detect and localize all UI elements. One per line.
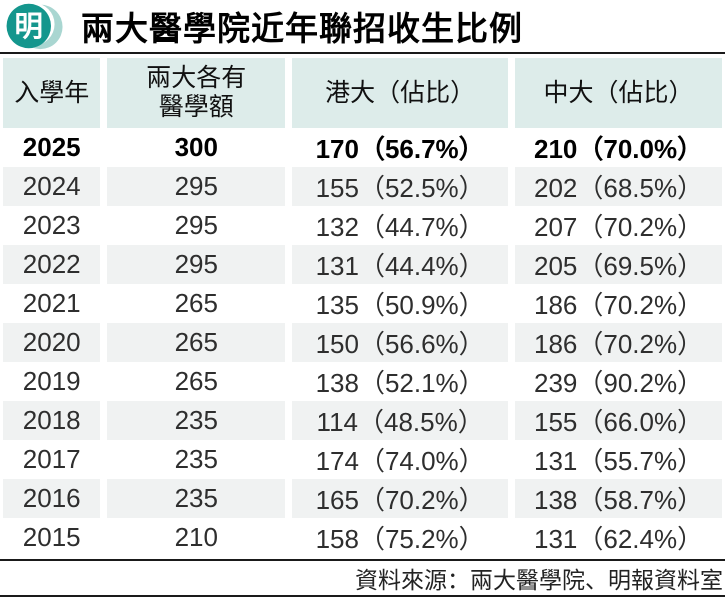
hku-cell: 174（74.0%） xyxy=(292,440,509,479)
quota-cell: 235 xyxy=(107,440,286,479)
table-row: 2021 265 135（50.9%） 186（70.2%） xyxy=(3,284,722,323)
logo-character: 明 xyxy=(15,11,43,43)
table-row: 2024 295 155（52.5%） 202（68.5%） xyxy=(3,167,722,206)
cuhk-cell: 205（69.5%） xyxy=(515,245,722,284)
table-row: 2023 295 132（44.7%） 207（70.2%） xyxy=(3,206,722,245)
table-row: 2025 300 170（56.7%） 210（70.0%） xyxy=(3,128,722,167)
page-title: 兩大醫學院近年聯招收生比例 xyxy=(81,10,523,47)
year-cell: 2016 xyxy=(3,479,101,518)
cuhk-cell: 186（70.2%） xyxy=(515,323,722,362)
cuhk-cell: 186（70.2%） xyxy=(515,284,722,323)
year-cell: 2019 xyxy=(3,362,101,401)
column-header-hku: 港大（佔比） xyxy=(292,58,509,128)
year-cell: 2018 xyxy=(3,401,101,440)
year-cell: 2022 xyxy=(3,245,101,284)
table-row: 2019 265 138（52.1%） 239（90.2%） xyxy=(3,362,722,401)
title-bar: 明 兩大醫學院近年聯招收生比例 xyxy=(0,0,725,54)
column-header-cuhk: 中大（佔比） xyxy=(515,58,722,128)
cuhk-cell: 202（68.5%） xyxy=(515,167,722,206)
year-cell: 2015 xyxy=(3,518,101,557)
hku-cell: 155（52.5%） xyxy=(292,167,509,206)
column-header-year: 入學年 xyxy=(3,58,101,128)
table-header-row: 入學年 兩大各有醫學額 港大（佔比） 中大（佔比） xyxy=(3,58,722,128)
hku-cell: 138（52.1%） xyxy=(292,362,509,401)
hku-cell: 114（48.5%） xyxy=(292,401,509,440)
cuhk-cell: 131（62.4%） xyxy=(515,518,722,557)
quota-cell: 235 xyxy=(107,479,286,518)
table-row: 2018 235 114（48.5%） 155（66.0%） xyxy=(3,401,722,440)
hku-cell: 132（44.7%） xyxy=(292,206,509,245)
cuhk-cell: 131（55.7%） xyxy=(515,440,722,479)
cuhk-cell: 210（70.0%） xyxy=(515,128,722,167)
year-cell: 2017 xyxy=(3,440,101,479)
hku-cell: 150（56.6%） xyxy=(292,323,509,362)
year-cell: 2025 xyxy=(3,128,101,167)
source-note: 資料來源：兩大醫學院、明報資料室 xyxy=(355,567,723,593)
year-cell: 2024 xyxy=(3,167,101,206)
year-cell: 2021 xyxy=(3,284,101,323)
cuhk-cell: 207（70.2%） xyxy=(515,206,722,245)
hku-cell: 170（56.7%） xyxy=(292,128,509,167)
admissions-table: 入學年 兩大各有醫學額 港大（佔比） 中大（佔比） 2025 300 170（56.… xyxy=(0,54,725,557)
quota-cell: 295 xyxy=(107,245,286,284)
table-row: 2017 235 174（74.0%） 131（55.7%） xyxy=(3,440,722,479)
cuhk-cell: 239（90.2%） xyxy=(515,362,722,401)
hku-cell: 165（70.2%） xyxy=(292,479,509,518)
table-row: 2016 235 165（70.2%） 138（58.7%） xyxy=(3,479,722,518)
mingpao-logo-icon: 明 xyxy=(6,2,63,50)
quota-cell: 295 xyxy=(107,206,286,245)
source-bar: 資料來源：兩大醫學院、明報資料室 xyxy=(0,559,725,597)
table-body: 2025 300 170（56.7%） 210（70.0%） 2024 295 155（52… xyxy=(3,128,722,557)
quota-cell: 265 xyxy=(107,362,286,401)
quota-cell: 300 xyxy=(107,128,286,167)
hku-cell: 135（50.9%） xyxy=(292,284,509,323)
column-header-quota: 兩大各有醫學額 xyxy=(107,58,286,128)
hku-cell: 131（44.4%） xyxy=(292,245,509,284)
table-row: 2022 295 131（44.4%） 205（69.5%） xyxy=(3,245,722,284)
cuhk-cell: 155（66.0%） xyxy=(515,401,722,440)
hku-cell: 158（75.2%） xyxy=(292,518,509,557)
year-cell: 2023 xyxy=(3,206,101,245)
quota-cell: 265 xyxy=(107,323,286,362)
quota-cell: 210 xyxy=(107,518,286,557)
quota-cell: 295 xyxy=(107,167,286,206)
cuhk-cell: 138（58.7%） xyxy=(515,479,722,518)
year-cell: 2020 xyxy=(3,323,101,362)
quota-cell: 265 xyxy=(107,284,286,323)
table-row: 2015 210 158（75.2%） 131（62.4%） xyxy=(3,518,722,557)
table-row: 2020 265 150（56.6%） 186（70.2%） xyxy=(3,323,722,362)
quota-cell: 235 xyxy=(107,401,286,440)
